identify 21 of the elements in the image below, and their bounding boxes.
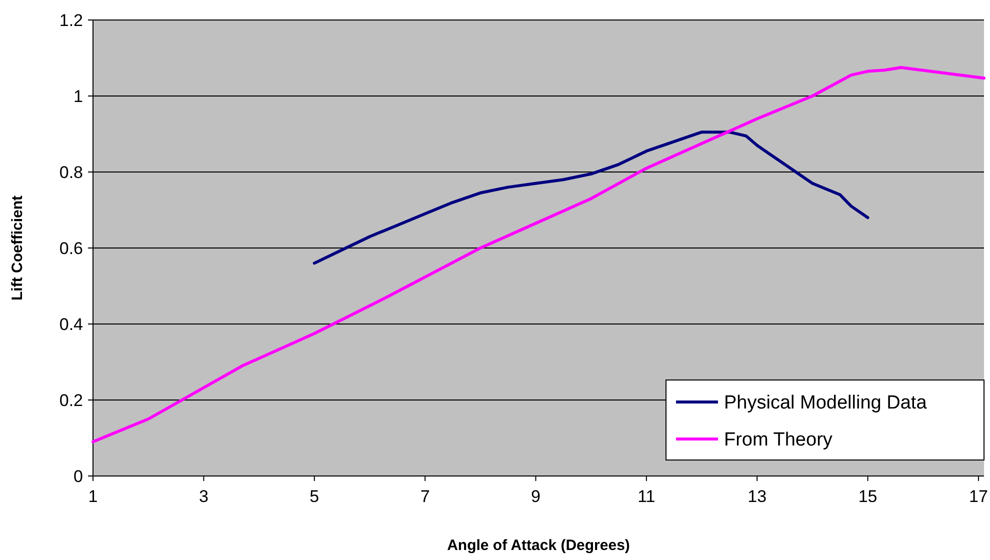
line-series — [312, 130, 870, 265]
y-tick-label: 0.8 — [59, 162, 83, 182]
y-tick-label: 1 — [74, 86, 83, 106]
x-tick-label: 13 — [748, 487, 767, 506]
x-tick-label: 5 — [310, 487, 320, 506]
y-tick-label: 0.2 — [59, 390, 83, 410]
x-tick-label: 1 — [88, 487, 98, 506]
x-tick-label: 3 — [198, 487, 208, 506]
x-axis-title: Angle of Attack (Degrees) — [447, 537, 630, 554]
x-tick-label: 9 — [531, 487, 540, 506]
y-axis-title: Lift Coefficient — [9, 196, 26, 300]
y-tick-label: 0.6 — [59, 238, 83, 258]
y-tick-label: 0 — [74, 466, 83, 486]
x-tick-label: 7 — [420, 487, 430, 506]
x-tick-label: 15 — [858, 487, 878, 506]
x-tick-label: 17 — [969, 487, 988, 506]
y-tick-label: 1.2 — [59, 10, 83, 30]
x-tick-label: 11 — [638, 487, 656, 506]
legend-label: From Theory — [724, 430, 833, 451]
y-tick-label: 0.4 — [59, 314, 83, 334]
legend-label: Physical Modelling Data — [724, 392, 928, 414]
